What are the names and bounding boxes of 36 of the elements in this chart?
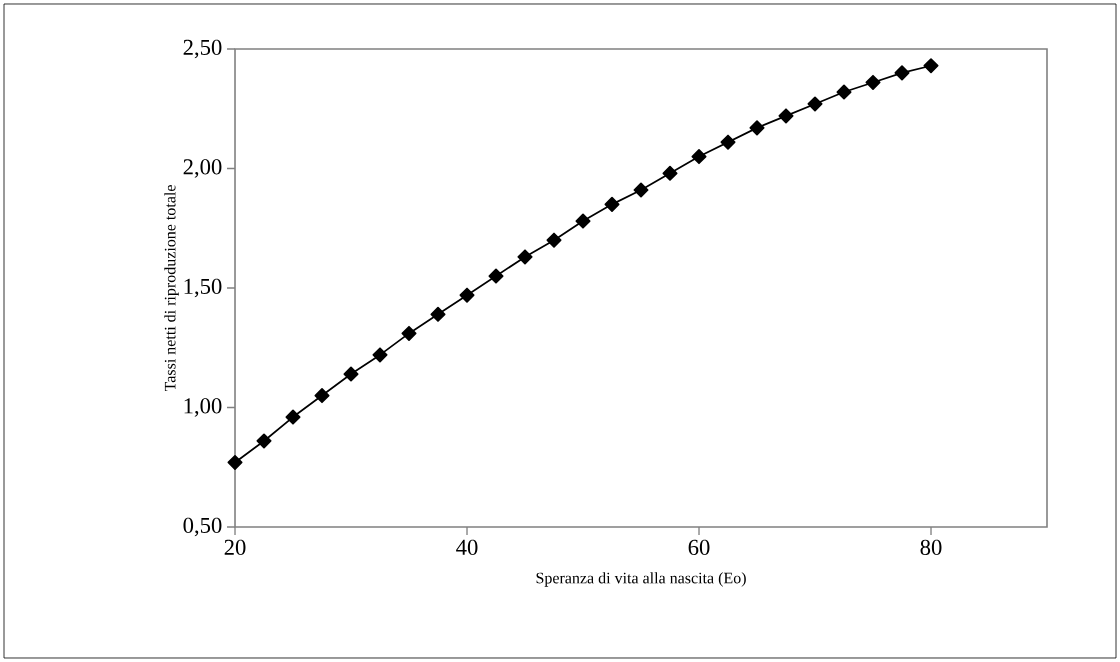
point [662,165,678,181]
point [865,74,881,90]
x-tick-label: 20 [224,539,246,556]
point [807,96,823,112]
point [923,58,939,74]
point [430,306,446,322]
x-tick-label: 40 [456,539,478,556]
point [459,287,475,303]
y-tick-label: 1,50 [184,278,222,298]
y-tick-label: 2,00 [183,159,222,178]
point [894,65,910,81]
y-tick-label: 2,50 [183,39,222,59]
point [575,213,591,229]
y-tick-label: 1,00 [184,398,222,417]
x-tick-label: 80 [920,539,942,556]
y-axis-title: Tassi netti di riproduzione totale [164,185,179,392]
point [285,409,301,425]
point [778,108,794,124]
point [749,120,765,136]
y-tick-label: 0,50 [183,517,222,537]
point [372,347,388,363]
x-tick-label: 60 [688,539,710,556]
point [227,454,243,471]
point [517,249,533,265]
x-axis-title: Speranza di vita alla nascita (Eo) [536,572,746,587]
point [343,366,359,382]
point [256,433,272,449]
point [604,196,620,212]
point [836,84,852,100]
point [720,134,736,150]
point [633,182,649,198]
point [401,325,417,341]
point [691,149,707,165]
point [314,388,330,404]
point [488,268,504,284]
point [546,232,562,248]
